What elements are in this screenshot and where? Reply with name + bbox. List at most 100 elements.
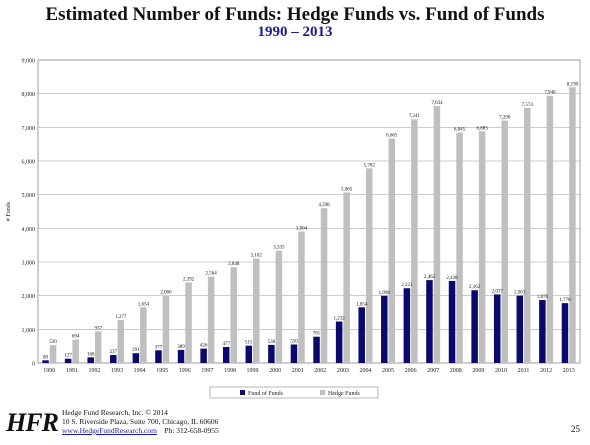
bar-fund-of-funds	[222, 346, 230, 363]
data-label-hedge-funds: 3,904	[296, 227, 308, 232]
bar-hedge-funds	[456, 132, 463, 363]
bar-fund-of-funds	[290, 344, 298, 363]
x-tick-label: 1990	[43, 368, 55, 374]
data-label-hedge-funds: 7,574	[522, 103, 534, 108]
y-tick-label: 2,000	[22, 294, 36, 300]
bar-fund-of-funds	[64, 358, 72, 363]
bar-hedge-funds	[524, 108, 531, 363]
bar-hedge-funds	[501, 120, 508, 363]
y-tick-label: 5,000	[22, 193, 36, 199]
chart-title: Estimated Number of Funds: Hedge Funds v…	[45, 4, 545, 25]
x-tick-label: 2000	[269, 368, 281, 374]
bar-fund-of-funds	[42, 360, 49, 363]
data-label-hedge-funds: 7,940	[544, 91, 556, 96]
bar-chart: 0 1,000 2,000 3,000 4,000 5,000 6,000 7,000 8,00…	[6, 59, 581, 399]
data-label-hedge-funds: 2,848	[228, 262, 240, 267]
x-tick-label: 2001	[292, 368, 304, 374]
x-tick-label: 1992	[88, 368, 100, 374]
bar-hedge-funds	[433, 105, 441, 363]
bar-fund-of-funds	[155, 350, 162, 363]
data-label-hedge-funds: 3,102	[251, 254, 263, 259]
bar-fund-of-funds	[539, 300, 546, 363]
bar-hedge-funds	[72, 339, 79, 363]
bar-fund-of-funds	[403, 288, 411, 363]
x-tick-label: 2005	[382, 368, 394, 374]
bar-fund-of-funds	[471, 290, 478, 363]
hfr-logo: HFR	[6, 408, 59, 437]
x-tick-label: 2013	[563, 368, 575, 374]
data-label-fund-of-funds: 2,462	[424, 275, 436, 280]
data-label-hedge-funds: 5,065	[341, 187, 353, 192]
x-tick-label: 2006	[405, 368, 417, 374]
data-label-hedge-funds: 530	[49, 340, 57, 345]
x-tick-label: 2009	[472, 368, 484, 374]
data-label-hedge-funds: 7,634	[431, 101, 443, 106]
data-label-hedge-funds: 5,782	[364, 163, 376, 168]
data-label-fund-of-funds: 426	[200, 344, 208, 349]
y-tick-label: 3,000	[22, 261, 36, 267]
bar-hedge-funds	[388, 138, 396, 363]
data-label-fund-of-funds: 1,870	[537, 295, 549, 300]
bar-fund-of-funds	[87, 357, 94, 363]
page-number: 25	[571, 424, 580, 434]
data-label-fund-of-funds: 2,037	[492, 289, 504, 294]
bar-fund-of-funds	[493, 294, 501, 363]
x-tick-label: 2008	[450, 368, 462, 374]
bar-hedge-funds	[140, 307, 147, 363]
data-label-fund-of-funds: 515	[245, 341, 253, 346]
bar-fund-of-funds	[110, 355, 117, 363]
y-tick-label: 9,000	[22, 59, 36, 65]
legend-box	[209, 386, 379, 399]
legend-label-fund-of-funds: Fund of Funds	[248, 390, 284, 397]
x-tick-label: 2011	[518, 368, 530, 374]
y-tick-label: 4,000	[22, 227, 36, 233]
data-label-fund-of-funds: 538	[268, 340, 276, 345]
data-label-hedge-funds: 2,392	[183, 277, 195, 282]
data-label-fund-of-funds: 291	[132, 348, 140, 353]
x-tick-label: 1999	[247, 368, 259, 374]
data-label-fund-of-funds: 377	[155, 345, 163, 350]
x-tick-label: 2003	[337, 368, 349, 374]
data-label-fund-of-funds: 80	[43, 355, 49, 360]
bar-hedge-funds	[253, 258, 260, 363]
legend-swatch-hedge-funds	[320, 390, 325, 395]
footer-info: Hedge Fund Research, Inc. © 2014 10 S. R…	[62, 408, 219, 435]
data-label-hedge-funds: 3,335	[273, 246, 285, 251]
legend-swatch-fund-of-funds	[240, 390, 245, 395]
data-label-hedge-funds: 6,883	[477, 126, 489, 131]
data-label-hedge-funds: 8,190	[567, 82, 579, 87]
data-label-hedge-funds: 6,845	[454, 128, 466, 133]
data-label-hedge-funds: 7,200	[499, 116, 511, 121]
y-tick-label: 1,000	[22, 328, 36, 334]
bar-hedge-funds	[94, 331, 102, 363]
x-tick-label: 1997	[201, 368, 213, 374]
bar-fund-of-funds	[177, 349, 185, 363]
y-tick-label: 0	[32, 362, 35, 368]
footer-website-link[interactable]: www.HedgeFundResearch.com	[62, 426, 157, 435]
bar-hedge-funds	[298, 231, 305, 363]
bar-hedge-funds	[275, 250, 283, 363]
data-label-hedge-funds: 1,654	[138, 302, 150, 307]
bar-fund-of-funds	[358, 307, 365, 363]
bar-hedge-funds	[49, 345, 57, 363]
y-axis-label: # Funds	[6, 201, 12, 221]
data-label-hedge-funds: 694	[72, 335, 80, 340]
data-label-fund-of-funds: 389	[177, 345, 185, 350]
footer-company: Hedge Fund Research, Inc. © 2014	[62, 408, 168, 417]
data-label-fund-of-funds: 1,996	[379, 291, 391, 296]
bar-hedge-funds	[320, 208, 328, 363]
bar-hedge-funds	[207, 276, 215, 363]
data-label-fund-of-funds: 2,438	[446, 276, 458, 281]
bar-fund-of-funds	[268, 344, 275, 363]
data-label-fund-of-funds: 127	[64, 354, 72, 359]
data-label-fund-of-funds: 1,654	[356, 302, 368, 307]
data-label-fund-of-funds: 168	[87, 352, 95, 357]
bar-fund-of-funds	[313, 336, 320, 363]
y-tick-label: 7,000	[22, 126, 36, 132]
bar-fund-of-funds	[381, 295, 388, 363]
data-label-hedge-funds: 6,665	[386, 134, 398, 139]
footer-contact: www.HedgeFundResearch.com Ph: 312-658-09…	[62, 426, 219, 435]
data-label-fund-of-funds: 1,232	[334, 317, 346, 322]
data-label-hedge-funds: 7,241	[409, 114, 421, 119]
bar-hedge-funds	[546, 95, 554, 363]
